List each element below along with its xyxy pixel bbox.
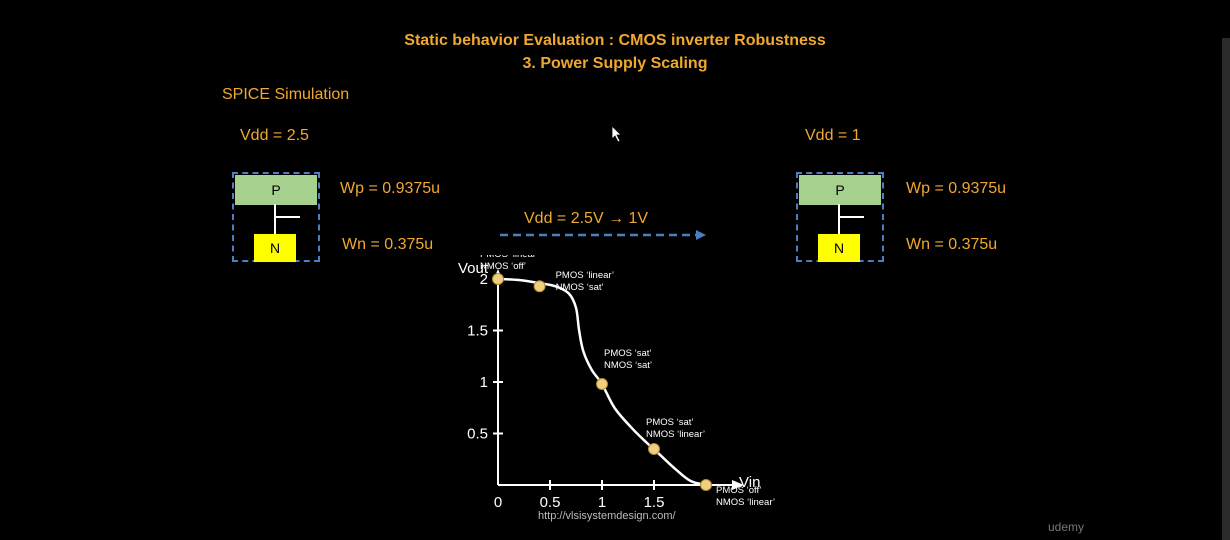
right-gate-stub (840, 216, 864, 218)
x-axis-arrow (732, 480, 744, 490)
source-url: http://vlsisystemdesign.com/ (538, 510, 676, 522)
left-pmos-block: P (234, 174, 318, 206)
section-label: SPICE Simulation (222, 86, 350, 103)
x-tick-label: 1 (598, 494, 606, 511)
y-axis-label: Vout (458, 260, 489, 277)
right-pmos-block: P (798, 174, 882, 206)
operating-point-label: PMOS ‘sat’ (646, 417, 694, 428)
vtc-chart: Vout Vin 00.511.50.511.52 PMOS ‘linear’N… (458, 255, 775, 511)
left-nmos-block: N (254, 234, 296, 262)
operating-point (700, 479, 712, 491)
right-wn-label: Wn = 0.375u (906, 236, 998, 253)
x-tick-label: 0 (494, 494, 502, 511)
operating-point (648, 442, 660, 455)
y-tick-label: 2 (480, 271, 488, 288)
right-nmos-block: N (818, 234, 860, 262)
x-axis-label: Vin (739, 474, 760, 491)
vtc-curve (497, 277, 707, 487)
operating-point-label: NMOS ‘sat’ (556, 282, 604, 293)
left-wp-label: Wp = 0.9375u (340, 180, 441, 197)
left-gate-line (274, 204, 276, 236)
x-tick-label: 0.5 (540, 494, 561, 511)
left-gate-stub (276, 216, 300, 218)
left-inverter-box: P N (232, 172, 320, 262)
operating-point-label: PMOS ‘linear’ (556, 270, 614, 281)
right-vdd-label: Vdd = 1 (805, 127, 861, 144)
y-tick-label: 0.5 (467, 426, 488, 443)
slide-subtitle: 3. Power Supply Scaling (522, 55, 708, 72)
slide-title: Static behavior Evaluation : CMOS invert… (404, 32, 826, 49)
mouse-cursor-icon (611, 125, 622, 143)
transition-arrow (500, 230, 706, 240)
operating-point-label: PMOS ‘off’ (716, 485, 761, 496)
right-inverter-box: P N (796, 172, 884, 262)
operating-point (596, 378, 608, 391)
operating-point-label: PMOS ‘sat’ (604, 348, 652, 359)
udemy-watermark: udemy (1048, 520, 1085, 534)
left-wn-label: Wn = 0.375u (342, 236, 434, 253)
operating-point (533, 280, 546, 293)
side-scrollbar[interactable] (1222, 38, 1230, 540)
transition-label: Vdd = 2.5V → 1V (524, 210, 649, 227)
operating-point-label: NMOS ‘sat’ (604, 360, 652, 371)
x-tick-label: 1.5 (644, 494, 665, 511)
right-gate-line (838, 204, 840, 236)
y-tick-label: 1 (480, 374, 488, 391)
left-vdd-label: Vdd = 2.5 (240, 127, 309, 144)
right-wp-label: Wp = 0.9375u (906, 180, 1007, 197)
y-tick-label: 1.5 (467, 323, 488, 340)
operating-point (492, 273, 504, 285)
operating-point-label: NMOS ‘linear’ (716, 497, 775, 508)
operating-point-label: PMOS ‘linear’ (480, 255, 538, 260)
operating-point-label: NMOS ‘linear’ (646, 429, 705, 440)
operating-point-label: NMOS ‘off’ (480, 261, 526, 272)
